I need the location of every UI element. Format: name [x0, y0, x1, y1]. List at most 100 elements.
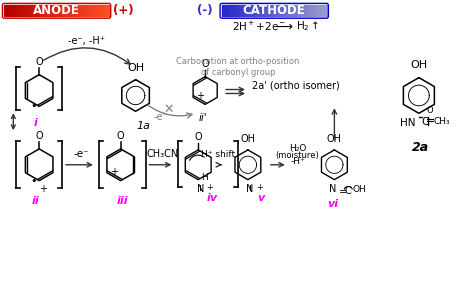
- Text: H₂O: H₂O: [288, 144, 306, 153]
- Text: i: i: [33, 118, 37, 128]
- Bar: [75, 5, 77, 16]
- Text: -H⁺: -H⁺: [289, 157, 304, 166]
- Text: -e⁻: -e⁻: [153, 112, 168, 122]
- Text: OH: OH: [240, 134, 255, 144]
- Bar: [102, 5, 105, 16]
- Bar: [290, 5, 293, 16]
- Bar: [36, 5, 38, 16]
- Bar: [65, 5, 67, 16]
- Text: +: +: [110, 167, 118, 177]
- Bar: [86, 5, 88, 16]
- Text: HN: HN: [400, 118, 415, 128]
- Bar: [44, 5, 46, 16]
- Text: ✕: ✕: [163, 103, 173, 116]
- Bar: [288, 5, 290, 16]
- Bar: [268, 5, 269, 16]
- Bar: [224, 5, 226, 16]
- Bar: [38, 5, 40, 16]
- Bar: [67, 5, 69, 16]
- Bar: [315, 5, 318, 16]
- Bar: [4, 5, 6, 16]
- Text: OH: OH: [409, 60, 426, 70]
- Bar: [244, 5, 247, 16]
- Bar: [303, 5, 305, 16]
- Text: +: +: [255, 183, 262, 192]
- Bar: [23, 5, 25, 16]
- Bar: [73, 5, 75, 16]
- Text: -e⁻: -e⁻: [73, 149, 88, 159]
- Bar: [261, 5, 263, 16]
- Bar: [61, 5, 63, 16]
- Text: Carbocation at ortho-position
of carbonyl group: Carbocation at ortho-position of carbony…: [176, 57, 299, 77]
- Bar: [226, 5, 228, 16]
- Text: +: +: [39, 184, 47, 194]
- Text: O: O: [425, 106, 432, 115]
- Bar: [52, 5, 55, 16]
- Text: CATHODE: CATHODE: [242, 4, 305, 17]
- Text: CH₃: CH₃: [433, 117, 450, 126]
- Text: CH₃CN: CH₃CN: [146, 149, 178, 159]
- Bar: [17, 5, 19, 16]
- Bar: [305, 5, 307, 16]
- Text: •: •: [31, 176, 37, 186]
- Bar: [15, 5, 17, 16]
- Bar: [58, 5, 61, 16]
- Text: C: C: [421, 117, 428, 127]
- Bar: [54, 5, 56, 16]
- Bar: [309, 5, 311, 16]
- Bar: [253, 5, 255, 16]
- Bar: [69, 5, 71, 16]
- Bar: [243, 5, 244, 16]
- Text: N: N: [328, 184, 335, 194]
- Bar: [19, 5, 21, 16]
- Text: (+): (+): [113, 4, 133, 17]
- Text: C: C: [344, 186, 350, 196]
- Bar: [284, 5, 286, 16]
- Bar: [31, 5, 34, 16]
- Text: =: =: [338, 188, 347, 198]
- Bar: [6, 5, 9, 16]
- Bar: [11, 5, 13, 16]
- Bar: [318, 5, 319, 16]
- Text: 2H$^+$+2e$^-$: 2H$^+$+2e$^-$: [232, 20, 286, 33]
- Bar: [77, 5, 80, 16]
- Bar: [324, 5, 326, 16]
- Text: $\longrightarrow$: $\longrightarrow$: [271, 20, 293, 33]
- Bar: [42, 5, 44, 16]
- Bar: [104, 5, 106, 16]
- Text: vi: vi: [326, 200, 337, 209]
- Text: iii: iii: [117, 196, 128, 206]
- Bar: [71, 5, 73, 16]
- Text: OH: OH: [127, 63, 144, 73]
- Bar: [265, 5, 268, 16]
- Bar: [238, 5, 240, 16]
- Text: 2a: 2a: [412, 141, 428, 154]
- Bar: [297, 5, 299, 16]
- Bar: [249, 5, 251, 16]
- Bar: [13, 5, 15, 16]
- Bar: [263, 5, 265, 16]
- Bar: [232, 5, 234, 16]
- Bar: [313, 5, 315, 16]
- Bar: [106, 5, 109, 16]
- Text: N: N: [246, 184, 253, 194]
- Bar: [8, 5, 11, 16]
- Bar: [282, 5, 284, 16]
- Bar: [307, 5, 309, 16]
- Bar: [96, 5, 98, 16]
- Text: 1a: 1a: [136, 121, 150, 131]
- Bar: [29, 5, 31, 16]
- Text: H⁺ shift: H⁺ shift: [200, 150, 235, 159]
- Text: O: O: [117, 131, 124, 141]
- Bar: [272, 5, 274, 16]
- Bar: [259, 5, 261, 16]
- Bar: [274, 5, 276, 16]
- Text: 2a' (ortho isomer): 2a' (ortho isomer): [251, 81, 339, 91]
- Bar: [278, 5, 280, 16]
- Bar: [294, 5, 297, 16]
- Bar: [63, 5, 65, 16]
- Bar: [25, 5, 27, 16]
- Text: OH: OH: [326, 134, 341, 144]
- Text: ANODE: ANODE: [32, 4, 79, 17]
- Text: iv: iv: [206, 194, 218, 203]
